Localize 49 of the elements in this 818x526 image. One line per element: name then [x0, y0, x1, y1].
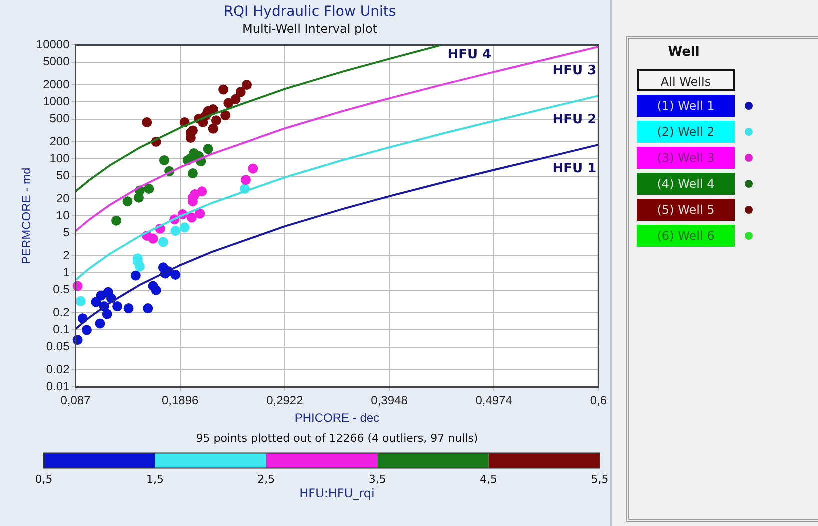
color-bar-title: HFU:HFU_rqi [300, 486, 375, 500]
y-tick-label: 0.5 [53, 282, 70, 297]
toggle-button: (3) Well 3 [637, 147, 735, 169]
x-tick-label: 0,087 [60, 394, 92, 408]
y-tick-label: 10 [56, 208, 70, 223]
chart-title: RQI Hydraulic Flow Units [224, 4, 396, 20]
y-tick-label: 10000 [36, 38, 70, 52]
color-bar-label: 2,5 [258, 473, 276, 486]
x-tick-label: 0,2922 [266, 394, 304, 408]
x-tick-label: 0,3948 [371, 394, 408, 408]
y-tick-label: 50 [56, 168, 70, 183]
series-label: HFU 2 [552, 112, 597, 128]
y-tick-label: 500 [50, 112, 70, 126]
series-label: HFU 1 [552, 161, 597, 176]
y-tick-label: 5 [63, 226, 70, 240]
y-tick-label: 0.02 [46, 362, 70, 376]
y-axis-title: PERMCORE - md [20, 168, 34, 265]
y-tick-label: 1 [63, 266, 70, 280]
y-tick-label: 2000 [43, 77, 70, 92]
y-tick-label: 0.05 [46, 340, 70, 354]
color-bar-label: 1,5 [146, 473, 164, 486]
x-tick-label: 0,1896 [162, 394, 200, 408]
y-tick-label: 0.1 [53, 322, 70, 337]
chart-subtitle: Multi-Well Interval plot [242, 22, 378, 36]
toggle-button: (6) Well 6 [637, 225, 735, 247]
x-tick-label: 0,6 [590, 394, 608, 408]
series-label: HFU 4 [448, 48, 492, 63]
color-bar-label: 5,5 [591, 473, 609, 486]
text: 95 points plotted out of 12266 (4 outliers, 97 nulls) [196, 432, 478, 446]
series-label: HFU 3 [552, 63, 597, 78]
text: Well [667, 45, 701, 60]
toggle-button: (4) Well 4 [637, 173, 735, 195]
y-tick-label: 5000 [43, 54, 70, 69]
y-tick-label: 1000 [43, 94, 70, 109]
color-bar-label: 3,5 [368, 473, 386, 486]
y-tick-label: 100 [50, 152, 70, 166]
x-tick-label: 0,4974 [476, 394, 513, 408]
y-tick-label: 2 [63, 248, 70, 262]
toggle-button: (5) Well 5 [637, 199, 735, 221]
color-bar-label: 4,5 [480, 473, 498, 486]
y-tick-label: 0.2 [53, 305, 70, 320]
toggle-button: (1) Well 1 [637, 95, 735, 117]
toggle-button: All Wells [637, 69, 735, 91]
x-axis-title: PHICORE - dec [294, 411, 380, 426]
y-tick-label: 200 [50, 134, 70, 148]
y-tick-label: 0.01 [46, 380, 70, 394]
y-tick-label: 20 [56, 191, 70, 206]
toggle-button: (2) Well 2 [637, 121, 735, 143]
color-bar-label: 0,5 [35, 473, 53, 486]
